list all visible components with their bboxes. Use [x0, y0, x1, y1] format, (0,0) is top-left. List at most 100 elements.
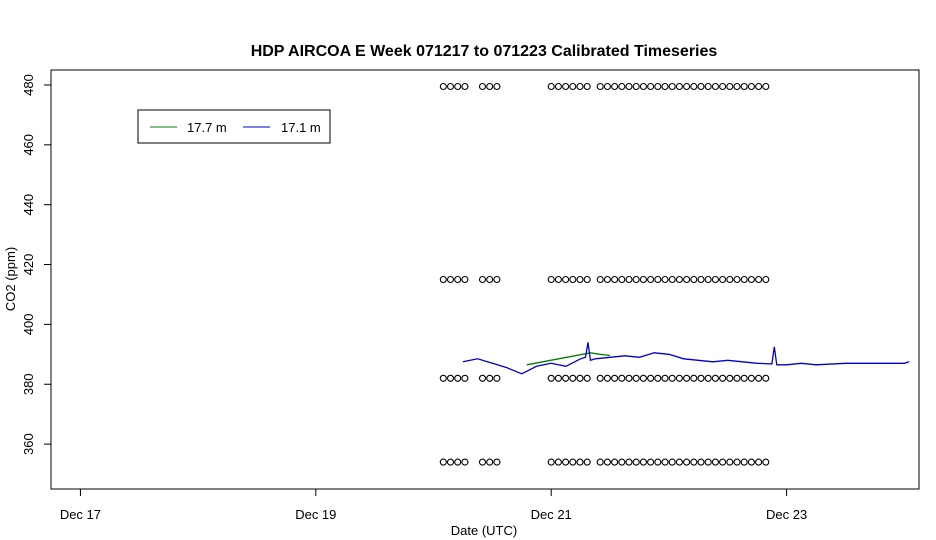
calibration-marker [618, 82, 626, 91]
calibration-marker [697, 374, 705, 382]
calibration-marker [493, 374, 501, 382]
calibration-marker [740, 458, 748, 466]
calibration-marker [618, 458, 626, 466]
calibration-marker [461, 374, 469, 382]
calibration-marker [554, 458, 562, 466]
calibration-marker [493, 458, 501, 466]
calibration-marker [603, 82, 611, 91]
calibration-marker [603, 374, 611, 382]
calibration-marker [478, 458, 487, 466]
calibration-marker [668, 82, 676, 91]
calibration-marker [668, 275, 676, 284]
calibration-marker [461, 275, 469, 284]
calibration-marker [603, 275, 611, 284]
calibration-marker [632, 374, 640, 382]
calibration-marker [711, 458, 719, 466]
calibration-marker [683, 275, 691, 284]
calibration-marker [486, 82, 494, 91]
calibration-marker [726, 374, 734, 382]
calibration-marker [632, 275, 640, 284]
calibration-marker [755, 82, 763, 91]
x-tick-label: Dec 21 [531, 507, 572, 522]
calibration-marker [755, 374, 763, 382]
calibration-marker [690, 275, 698, 284]
calibration-marker [654, 374, 662, 382]
calibration-marker [576, 458, 584, 466]
calibration-marker [704, 458, 712, 466]
calibration-marker [661, 458, 669, 466]
calibration-marker [733, 458, 741, 466]
calibration-marker [719, 374, 727, 382]
calibration-marker [661, 82, 669, 91]
calibration-marker [711, 275, 719, 284]
y-axis: 360 380 400 420 440 460 480 [21, 74, 52, 455]
calibration-marker [461, 82, 469, 91]
calibration-marker [690, 82, 698, 91]
legend: 17.7 m 17.1 m [137, 109, 331, 144]
calibration-marker [611, 374, 619, 382]
calibration-marker [654, 275, 662, 284]
calibration-marker [562, 374, 570, 382]
calibration-marker [654, 82, 662, 91]
calibration-marker [547, 374, 555, 382]
y-tick-label: 460 [21, 134, 36, 156]
series-lines [462, 342, 910, 375]
calibration-marker [690, 374, 698, 382]
calibration-marker [762, 275, 770, 284]
calibration-marker [554, 82, 562, 91]
calibration-marker [454, 458, 462, 466]
calibration-markers [439, 82, 770, 466]
calibration-marker [493, 275, 501, 284]
calibration-marker [639, 374, 647, 382]
y-tick-label: 400 [21, 314, 36, 336]
calibration-marker [454, 82, 462, 91]
calibration-marker [719, 275, 727, 284]
calibration-marker [439, 82, 447, 91]
calibration-marker [596, 458, 604, 466]
calibration-marker [647, 458, 655, 466]
calibration-marker [478, 275, 487, 284]
calibration-marker [478, 82, 487, 91]
calibration-marker [675, 374, 683, 382]
x-axis: Dec 17 Dec 19 Dec 21 Dec 23 [60, 488, 807, 522]
calibration-marker [740, 374, 748, 382]
x-axis-label: Date (UTC) [451, 523, 517, 538]
y-tick-label: 380 [21, 373, 36, 395]
calibration-marker [740, 275, 748, 284]
x-tick-label: Dec 23 [766, 507, 807, 522]
series-line-17-1-m [462, 342, 910, 375]
calibration-marker [576, 275, 584, 284]
calibration-marker [740, 82, 748, 91]
calibration-marker [747, 458, 755, 466]
y-tick-label: 440 [21, 194, 36, 216]
calibration-marker [697, 82, 705, 91]
y-axis-label: CO2 (ppm) [3, 247, 18, 311]
calibration-marker [554, 374, 562, 382]
calibration-marker [654, 458, 662, 466]
calibration-marker [547, 82, 555, 91]
calibration-marker [611, 275, 619, 284]
calibration-marker [747, 275, 755, 284]
calibration-marker [611, 458, 619, 466]
calibration-marker [733, 275, 741, 284]
calibration-marker [486, 275, 494, 284]
calibration-marker [683, 458, 691, 466]
chart-title: HDP AIRCOA E Week 071217 to 071223 Calib… [251, 43, 718, 60]
calibration-marker [486, 458, 494, 466]
calibration-marker [446, 275, 455, 284]
calibration-marker [596, 374, 604, 382]
calibration-marker [726, 82, 734, 91]
calibration-marker [683, 374, 691, 382]
calibration-marker [576, 82, 584, 91]
calibration-marker [625, 275, 633, 284]
calibration-marker [683, 82, 691, 91]
calibration-marker [733, 374, 741, 382]
calibration-marker [647, 275, 655, 284]
calibration-marker [675, 82, 683, 91]
calibration-marker [446, 458, 455, 466]
y-tick-label: 360 [21, 433, 36, 455]
calibration-marker [697, 458, 705, 466]
calibration-marker [661, 275, 669, 284]
calibration-marker [639, 82, 647, 91]
